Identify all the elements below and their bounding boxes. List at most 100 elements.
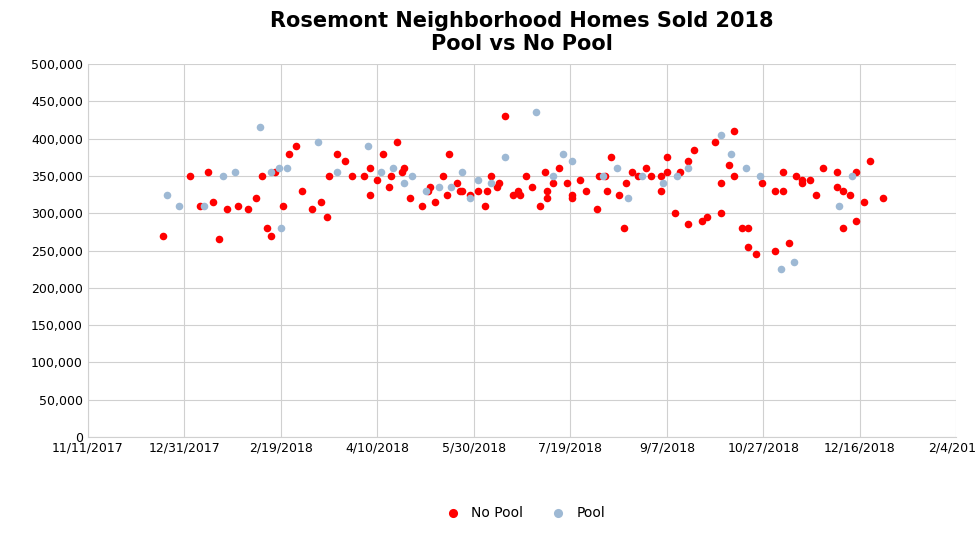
No Pool bbox=[680, 220, 696, 229]
No Pool bbox=[449, 179, 465, 188]
No Pool bbox=[489, 183, 505, 191]
No Pool bbox=[659, 168, 674, 176]
No Pool bbox=[775, 168, 791, 176]
No Pool bbox=[240, 205, 256, 214]
Pool bbox=[264, 168, 279, 176]
No Pool bbox=[155, 231, 171, 240]
No Pool bbox=[875, 194, 891, 203]
No Pool bbox=[572, 175, 588, 184]
No Pool bbox=[211, 235, 226, 244]
No Pool bbox=[802, 175, 818, 184]
No Pool bbox=[230, 201, 246, 210]
No Pool bbox=[789, 172, 804, 180]
No Pool bbox=[564, 194, 580, 203]
No Pool bbox=[829, 183, 844, 191]
No Pool bbox=[420, 187, 435, 195]
No Pool bbox=[753, 179, 769, 188]
Pool bbox=[595, 172, 611, 180]
Pool bbox=[396, 179, 412, 188]
No Pool bbox=[206, 198, 222, 206]
No Pool bbox=[546, 179, 561, 188]
No Pool bbox=[396, 164, 412, 173]
No Pool bbox=[734, 224, 750, 232]
Pool bbox=[713, 131, 729, 139]
No Pool bbox=[455, 187, 470, 195]
No Pool bbox=[829, 168, 844, 176]
No Pool bbox=[313, 198, 329, 206]
No Pool bbox=[463, 190, 478, 199]
No Pool bbox=[281, 149, 297, 158]
No Pool bbox=[337, 157, 352, 165]
No Pool bbox=[388, 138, 404, 147]
Pool bbox=[226, 168, 242, 176]
Pool bbox=[309, 138, 325, 147]
Pool bbox=[329, 168, 345, 176]
No Pool bbox=[470, 187, 486, 195]
No Pool bbox=[713, 179, 729, 188]
Pool bbox=[271, 164, 287, 173]
No Pool bbox=[370, 175, 386, 184]
No Pool bbox=[414, 201, 429, 210]
Pool bbox=[844, 172, 860, 180]
No Pool bbox=[394, 168, 410, 176]
No Pool bbox=[590, 205, 605, 214]
No Pool bbox=[653, 172, 669, 180]
No Pool bbox=[551, 164, 567, 173]
Pool bbox=[385, 164, 400, 173]
No Pool bbox=[192, 201, 208, 210]
No Pool bbox=[200, 168, 216, 176]
No Pool bbox=[700, 213, 715, 221]
No Pool bbox=[558, 179, 574, 188]
Pool bbox=[374, 168, 389, 176]
No Pool bbox=[362, 190, 378, 199]
Pool bbox=[443, 183, 459, 191]
No Pool bbox=[402, 194, 418, 203]
No Pool bbox=[578, 187, 593, 195]
Pool bbox=[752, 172, 767, 180]
No Pool bbox=[834, 224, 850, 232]
No Pool bbox=[483, 172, 499, 180]
No Pool bbox=[721, 160, 737, 169]
No Pool bbox=[491, 179, 507, 188]
No Pool bbox=[427, 198, 443, 206]
Pool bbox=[418, 187, 433, 195]
No Pool bbox=[856, 198, 872, 206]
Title: Rosemont Neighborhood Homes Sold 2018
Pool vs No Pool: Rosemont Neighborhood Homes Sold 2018 Po… bbox=[270, 11, 774, 54]
Pool bbox=[723, 149, 739, 158]
No Pool bbox=[512, 190, 528, 199]
No Pool bbox=[659, 153, 674, 161]
No Pool bbox=[740, 243, 755, 251]
Pool bbox=[621, 194, 636, 203]
No Pool bbox=[767, 187, 783, 195]
No Pool bbox=[510, 187, 526, 195]
No Pool bbox=[540, 194, 555, 203]
No Pool bbox=[625, 168, 640, 176]
No Pool bbox=[329, 149, 345, 158]
No Pool bbox=[740, 224, 755, 232]
No Pool bbox=[862, 157, 877, 165]
No Pool bbox=[376, 149, 391, 158]
No Pool bbox=[260, 224, 275, 232]
No Pool bbox=[384, 172, 399, 180]
No Pool bbox=[767, 246, 783, 255]
Pool bbox=[196, 201, 212, 210]
No Pool bbox=[264, 231, 279, 240]
No Pool bbox=[319, 213, 335, 221]
No Pool bbox=[441, 149, 457, 158]
Pool bbox=[159, 190, 175, 199]
No Pool bbox=[564, 190, 580, 199]
Pool bbox=[273, 224, 289, 232]
Pool bbox=[528, 108, 544, 117]
No Pool bbox=[439, 190, 455, 199]
No Pool bbox=[617, 224, 632, 232]
Pool bbox=[738, 164, 753, 173]
No Pool bbox=[638, 164, 654, 173]
No Pool bbox=[248, 194, 264, 203]
No Pool bbox=[848, 168, 864, 176]
No Pool bbox=[775, 187, 791, 195]
No Pool bbox=[794, 175, 810, 184]
No Pool bbox=[619, 179, 634, 188]
No Pool bbox=[672, 168, 688, 176]
Pool bbox=[497, 153, 512, 161]
Pool bbox=[463, 194, 478, 203]
